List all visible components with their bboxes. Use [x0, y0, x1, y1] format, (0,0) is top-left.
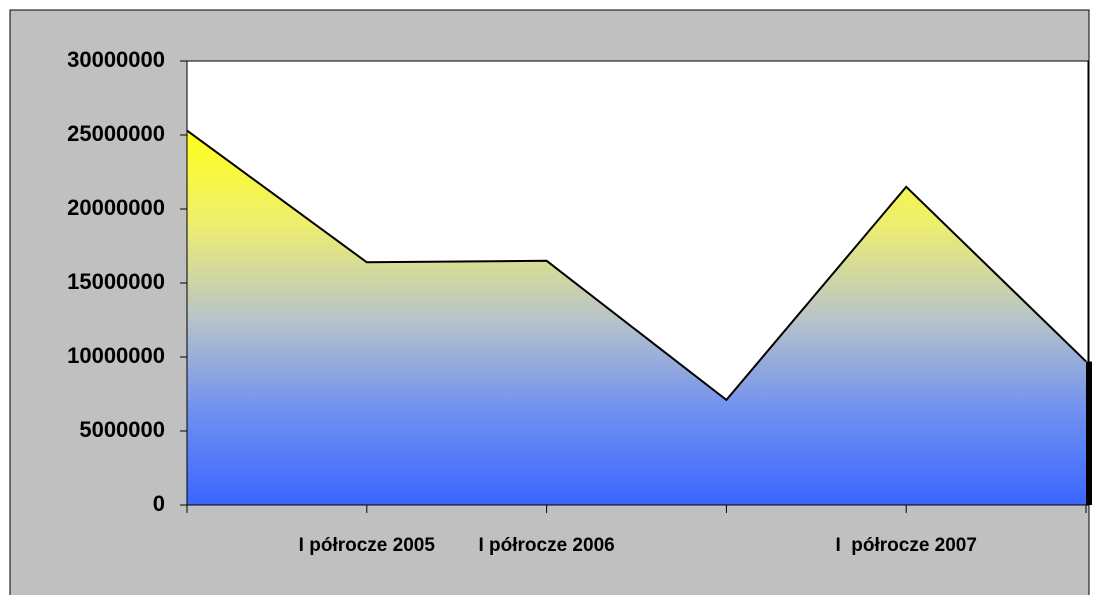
- y-tick-label: 10000000: [67, 343, 165, 368]
- y-tick-label: 20000000: [67, 195, 165, 220]
- x-tick-label: I półrocze 2006: [478, 535, 614, 556]
- x-tick-label: I półrocze 2005: [299, 535, 436, 556]
- area: [187, 130, 1086, 505]
- y-tick-label: 15000000: [67, 269, 165, 294]
- x-tick-label: I półrocze 2007: [835, 535, 977, 556]
- y-tick-label: 30000000: [67, 47, 165, 72]
- y-tick-label: 0: [153, 491, 165, 516]
- area-outline: [186, 129, 1087, 402]
- y-tick-label: 5000000: [79, 417, 165, 442]
- y-tick-label: 25000000: [67, 121, 165, 146]
